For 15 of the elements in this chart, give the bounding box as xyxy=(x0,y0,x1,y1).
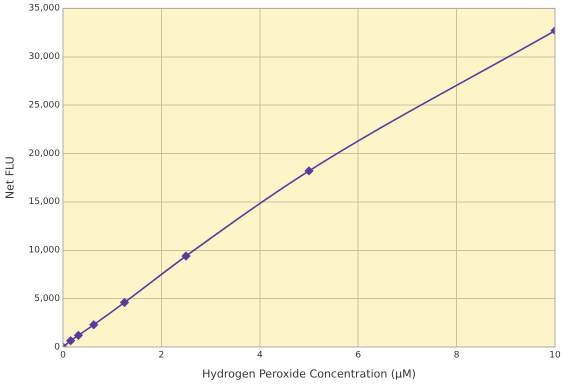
y-tick-label: 20,000 xyxy=(28,148,60,159)
y-tick-label: 10,000 xyxy=(28,246,60,256)
x-tick-label: 4 xyxy=(256,350,263,361)
y-axis-title: Net FLU xyxy=(3,156,16,200)
y-tick-label: 35,000 xyxy=(28,4,60,14)
y-tick-label: 5,000 xyxy=(34,294,60,304)
x-axis-title: Hydrogen Peroxide Concentration (µM) xyxy=(202,367,416,380)
x-tick-label: 2 xyxy=(158,350,164,361)
y-tick-label: 15,000 xyxy=(28,197,60,208)
x-tick-label: 8 xyxy=(454,350,460,361)
y-tick-label: 25,000 xyxy=(28,100,60,110)
x-tick-label: 10 xyxy=(549,350,561,361)
y-tick-label: 0 xyxy=(54,342,60,352)
y-tick-label: 30,000 xyxy=(28,52,60,62)
x-tick-label: 6 xyxy=(355,350,362,361)
